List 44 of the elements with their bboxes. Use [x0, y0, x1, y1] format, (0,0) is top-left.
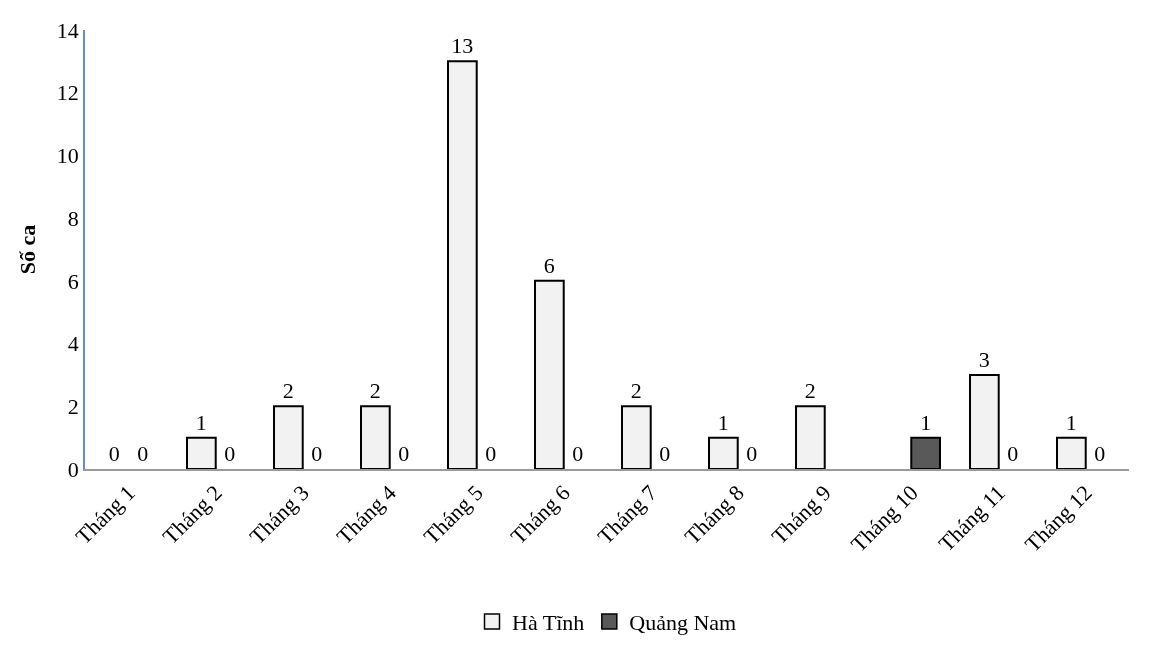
data-label: 0 — [1094, 441, 1106, 466]
legend-label: Quảng Nam — [629, 610, 737, 636]
data-label: 0 — [137, 441, 149, 466]
bar — [534, 279, 565, 469]
y-tick-label: 2 — [67, 393, 79, 419]
data-label: 0 — [485, 441, 497, 466]
y-tick-label: 10 — [56, 143, 79, 169]
data-label: 0 — [108, 441, 120, 466]
data-label: 0 — [311, 441, 323, 466]
bar — [273, 405, 304, 469]
bar — [360, 405, 391, 469]
y-tick-label: 14 — [56, 17, 79, 43]
bar — [447, 60, 478, 469]
data-label: 0 — [398, 441, 410, 466]
y-tick-label: 6 — [67, 268, 79, 294]
data-label: 1 — [195, 409, 207, 435]
data-label: 0 — [746, 441, 758, 466]
data-label: 1 — [920, 409, 932, 435]
data-label: 0 — [224, 441, 236, 466]
y-tick-label: 4 — [67, 331, 79, 357]
data-label: 0 — [1007, 441, 1019, 466]
bar — [621, 405, 652, 469]
y-tick-label: 0 — [67, 456, 79, 482]
legend-label: Hà Tĩnh — [512, 610, 585, 636]
bar — [910, 436, 941, 469]
data-label: 2 — [282, 378, 294, 404]
data-label: 2 — [804, 378, 816, 404]
data-label: 6 — [543, 252, 555, 278]
data-label: 1 — [717, 409, 729, 435]
data-label: 0 — [572, 441, 584, 466]
bar — [1056, 436, 1087, 469]
bar — [708, 436, 739, 469]
data-label: 13 — [451, 33, 474, 59]
bar — [795, 405, 826, 469]
data-label: 0 — [659, 441, 671, 466]
data-label: 2 — [369, 378, 381, 404]
data-label: 2 — [630, 378, 642, 404]
y-tick-label: 8 — [67, 205, 79, 231]
y-axis-title: Số ca — [15, 224, 41, 275]
data-label: 3 — [978, 346, 990, 372]
bar — [186, 436, 217, 469]
y-tick-label: 12 — [56, 80, 79, 106]
bar — [969, 373, 1000, 469]
data-label: 1 — [1065, 409, 1077, 435]
